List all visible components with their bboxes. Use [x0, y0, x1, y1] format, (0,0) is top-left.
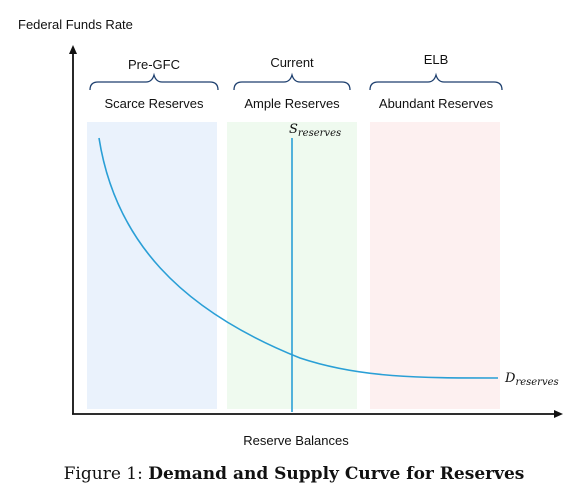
- demand-label: Dreserves: [504, 371, 559, 388]
- region-scarce-regime: Scarce Reserves: [105, 96, 204, 111]
- x-axis-label: Reserve Balances: [243, 433, 349, 448]
- supply-label-main: S: [289, 122, 298, 137]
- demand-label-subscript: reserves: [515, 377, 558, 388]
- region-abundant-era: ELB: [424, 52, 449, 67]
- y-axis-label: Federal Funds Rate: [18, 17, 133, 32]
- region-ample-brace: [233, 72, 351, 91]
- demand-label-main: D: [504, 371, 516, 386]
- region-ample-era: Current: [270, 55, 314, 70]
- region-ample-regime: Ample Reserves: [244, 96, 340, 111]
- demand-curve: [98, 137, 499, 379]
- region-scarce-era: Pre-GFC: [128, 57, 180, 72]
- region-scarce-brace: [89, 72, 219, 91]
- region-abundant-regime: Abundant Reserves: [379, 96, 494, 111]
- figure-caption: Figure 1: Demand and Supply Curve for Re…: [0, 464, 588, 484]
- region-scarce-band: [87, 122, 217, 409]
- caption-prefix: Figure 1:: [63, 464, 143, 484]
- supply-label-subscript: reserves: [298, 128, 341, 139]
- supply-label: Sreserves: [289, 122, 341, 139]
- region-abundant-band: [370, 122, 500, 409]
- caption-title: Demand and Supply Curve for Reserves: [148, 464, 525, 484]
- region-abundant-brace: [369, 72, 503, 91]
